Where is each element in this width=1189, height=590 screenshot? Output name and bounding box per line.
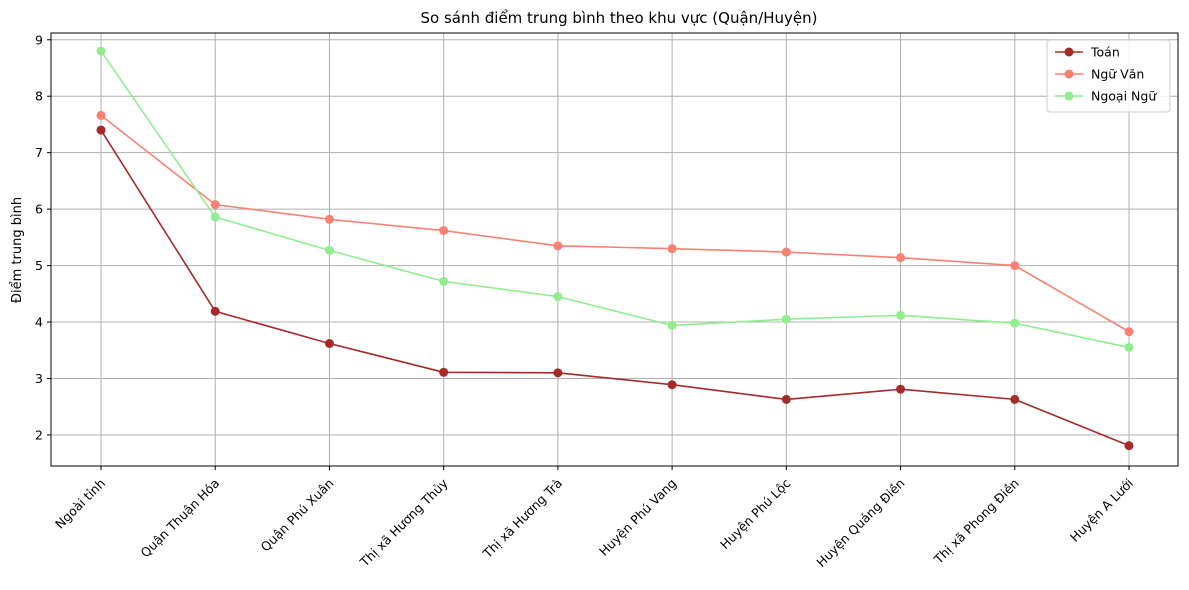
data-point [439,226,449,236]
data-point [896,253,906,263]
y-tick-label: 5 [35,258,43,273]
data-point [667,320,677,330]
data-point [210,200,220,210]
data-point [210,212,220,222]
data-point [1010,318,1020,328]
y-axis: 2 3 4 5 6 7 8 9 [35,32,51,442]
data-point [1010,261,1020,271]
data-point [324,214,334,224]
x-tick-label: Ngoài tỉnh [52,476,108,532]
grid-lines [51,33,1178,466]
y-axis-label: Điểm trung bình [10,197,25,303]
data-point [324,338,334,348]
data-point [781,314,791,324]
series-lines [96,46,1134,451]
data-point [553,292,563,302]
data-point [1124,441,1134,451]
legend-marker [1064,69,1074,79]
data-point [96,125,106,135]
y-tick-label: 7 [35,145,43,160]
x-tick-label: Huyện Quảng Điền [813,476,907,570]
x-tick-label: Quận Phú Xuân [258,476,337,555]
data-point [1010,394,1020,404]
legend-marker [1064,91,1074,101]
series-line [100,114,1130,333]
data-point [667,244,677,254]
series-line [100,50,1130,349]
y-tick-label: 2 [35,427,43,442]
y-tick-label: 3 [35,371,43,386]
y-tick-label: 4 [35,315,43,330]
x-tick-label: Thị xã Hương Thủy [356,475,451,570]
legend-label: Ngoại Ngữ [1091,89,1157,104]
data-point [439,276,449,286]
plot-frame [50,32,1179,467]
x-tick-label: Huyện Phú Lộc [717,475,794,552]
x-tick-label: Thị xã Phong Điền [930,476,1022,568]
data-point [1124,327,1134,337]
data-point [439,367,449,377]
legend: Toán Ngữ Văn Ngoại Ngữ [1046,39,1171,113]
data-point [96,46,106,56]
chart-title: So sánh điểm trung bình theo khu vực (Qu… [421,9,818,27]
legend-box [1046,39,1171,113]
data-point [667,380,677,390]
data-point [553,241,563,251]
legend-label: Ngữ Văn [1091,67,1144,82]
data-point [896,310,906,320]
legend-label: Toán [1090,45,1120,60]
data-point [553,368,563,378]
data-point [781,247,791,257]
x-tick-label: Huyện Phú Vang [596,476,679,559]
data-point [781,394,791,404]
y-tick-label: 9 [35,32,43,47]
data-point [896,384,906,394]
data-point [96,110,106,120]
data-point [1124,342,1134,352]
x-axis: Ngoài tỉnh Quận Thuận Hóa Quận Phú Xuân Thị… [52,466,1136,570]
x-tick-label: Thị xã Hương Trà [479,476,565,562]
y-tick-label: 6 [35,202,43,217]
series-line [100,129,1130,447]
x-tick-label: Quận Thuận Hóa [137,476,222,561]
y-tick-label: 8 [35,89,43,104]
data-point [210,306,220,316]
data-point [324,245,334,255]
legend-marker [1064,47,1074,57]
x-tick-label: Huyện A Lưới [1067,476,1136,545]
